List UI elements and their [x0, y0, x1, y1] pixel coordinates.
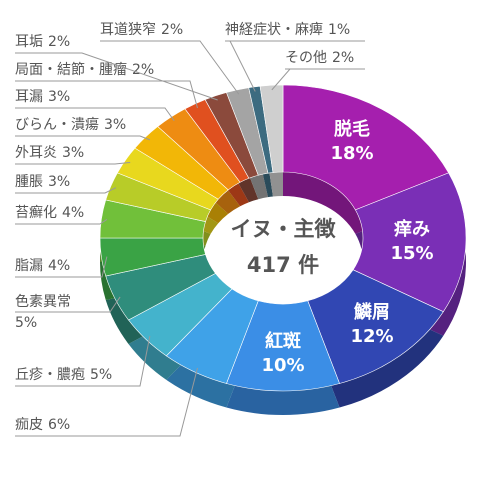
slice-label: その他 2%	[285, 50, 354, 66]
label-value: 6%	[48, 417, 70, 433]
slice-label: 脱毛	[334, 118, 370, 140]
slice-label: 耳漏 3%	[15, 89, 70, 105]
label-name: 耳垢	[15, 34, 43, 50]
slice-value: 12%	[350, 326, 393, 347]
slice-label: 脂漏 4%	[15, 258, 70, 274]
slice	[352, 172, 467, 313]
label-name: その他	[285, 50, 327, 66]
label-value: 3%	[48, 89, 70, 105]
label-name: 脂漏	[15, 258, 43, 274]
label-name: 丘疹・膿疱	[15, 367, 85, 383]
leader-line	[15, 218, 108, 225]
slice-label: 色素異常	[15, 293, 71, 310]
leader-line	[15, 187, 117, 194]
label-value: 5%	[90, 367, 112, 383]
label-value: 4%	[62, 205, 84, 221]
leader-line	[15, 336, 151, 387]
label-name: 耳道狭窄	[100, 21, 156, 38]
slice-label: びらん・潰瘍 3%	[15, 116, 126, 133]
label-name: びらん・潰瘍	[15, 116, 99, 133]
slice-label: 耳垢 2%	[15, 34, 70, 50]
slice-label: 腫脹 3%	[15, 174, 70, 190]
label-name: 痂皮	[15, 417, 43, 433]
slice-value: 15%	[390, 243, 433, 264]
leader-line	[15, 367, 198, 437]
slice-value: 18%	[330, 143, 373, 164]
label-value: 2%	[48, 34, 70, 50]
center-total: 417 件	[247, 253, 319, 277]
label-value: 3%	[48, 174, 70, 190]
label-value: 2%	[132, 62, 154, 78]
label-name: 神経症状・麻痺	[225, 21, 323, 38]
leader-line	[225, 40, 365, 92]
slice-label: 耳道狭窄 2%	[100, 21, 183, 38]
leader-line	[100, 40, 240, 95]
label-value: 2%	[332, 50, 354, 66]
slice-label: 丘疹・膿疱 5%	[15, 367, 112, 383]
leader-line	[271, 68, 365, 91]
slice-label: 神経症状・麻痺 1%	[225, 21, 350, 38]
center-title: イヌ・主徴	[231, 217, 337, 241]
slice	[282, 84, 450, 211]
label-value: 3%	[104, 117, 126, 133]
label-name: 腫脹	[15, 174, 43, 190]
leader-line	[15, 107, 175, 122]
label-name: 苔癬化	[15, 204, 57, 221]
slice-label: 紅斑	[265, 330, 301, 352]
slice-label: 痂皮 6%	[15, 417, 70, 433]
leader-line	[15, 80, 198, 109]
slice	[259, 84, 284, 173]
slice-label: 痒み	[394, 218, 430, 240]
leader-line	[15, 52, 218, 101]
label-name: 局面・結節・腫瘤	[15, 61, 127, 78]
leader-line	[15, 296, 121, 313]
slice-value: 5%	[15, 315, 37, 331]
slice-label: 苔癬化 4%	[15, 204, 84, 221]
label-value: 2%	[161, 22, 183, 38]
label-value: 4%	[48, 258, 70, 274]
slice-label: 外耳炎 3%	[15, 145, 84, 161]
leader-line	[15, 135, 151, 141]
leader-line	[15, 256, 108, 278]
label-name: 耳漏	[15, 89, 43, 105]
slice-value: 10%	[261, 355, 304, 376]
slice-label: 局面・結節・腫瘤 2%	[15, 61, 154, 78]
pie-top	[99, 84, 467, 392]
label-value: 3%	[62, 145, 84, 161]
leader-line	[15, 161, 131, 165]
slice-label: 鱗屑	[353, 301, 390, 323]
label-name: 外耳炎	[15, 145, 57, 161]
labels: 脱毛 18% 痒み 15% 鱗屑 12% 紅斑 10% 痂皮 6% 丘疹・膿疱 5% 色素異常 5% 脂漏 4…	[15, 21, 434, 437]
label-value: 1%	[328, 22, 350, 38]
